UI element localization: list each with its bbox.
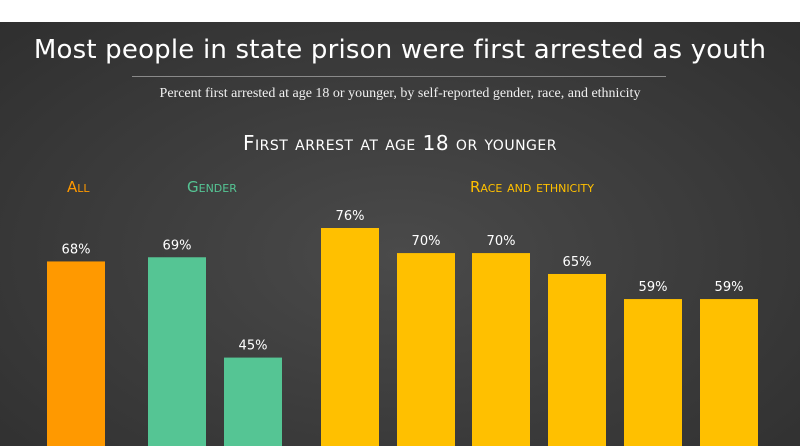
bar-value-label: 65% [563,255,592,270]
bar-value-label: 59% [715,280,744,295]
bar-2-5 [700,299,758,446]
group-label-all: All [67,178,90,196]
bar-2-1 [397,253,455,446]
chart-panel: Most people in state prison were first a… [0,22,800,446]
bar-2-2 [472,253,530,446]
top-strip [0,0,800,22]
bar-chart: 68% 69% 45% 76% 70% 70% 65% 59% 59% [47,209,758,446]
bar-value-label: 70% [412,234,441,249]
group-label-gender: Gender [187,178,237,196]
bar-value-label: 59% [639,280,668,295]
bar-value-label: 45% [239,339,268,354]
title-divider [132,76,666,77]
bar-0-0 [47,261,105,446]
bar-1-0 [148,257,206,446]
page-title: Most people in state prison were first a… [33,35,767,65]
bar-value-label: 70% [487,234,516,249]
bar-2-3 [548,273,606,446]
bar-value-label: 76% [336,209,365,224]
group-label-race: Race and ethnicity [470,178,594,196]
chart-title: First arrest at age 18 or younger [243,131,557,155]
bar-value-label: 68% [62,242,91,257]
bar-2-4 [624,299,682,446]
bar-1-1 [224,357,282,446]
bar-value-label: 69% [163,238,192,253]
page-subtitle: Percent first arrested at age 18 or youn… [159,86,641,101]
bar-2-0 [321,228,379,446]
